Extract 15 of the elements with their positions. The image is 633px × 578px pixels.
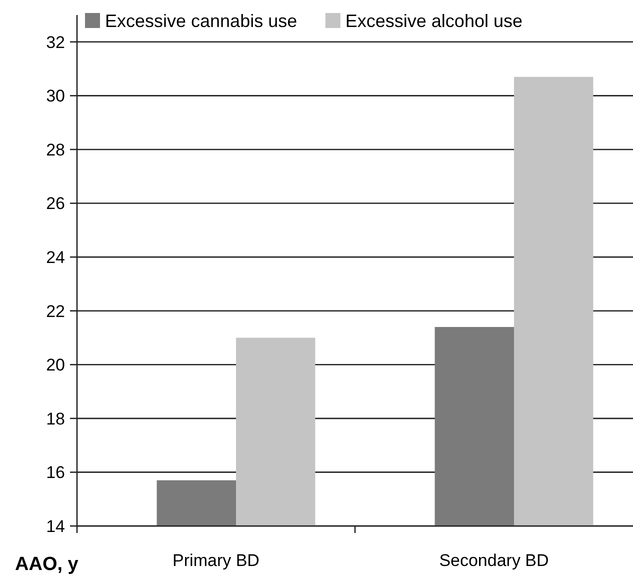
y-tick-label: 20 <box>46 356 65 375</box>
x-tick-label: Primary BD <box>172 551 260 570</box>
y-axis-title: AAO, y <box>15 554 79 575</box>
y-tick-label: 22 <box>46 302 65 321</box>
y-tick-label: 16 <box>46 463 65 482</box>
y-tick-label: 14 <box>46 516 65 536</box>
y-tick-label: 28 <box>46 140 65 160</box>
y-tick-label: 24 <box>46 248 65 268</box>
y-tick-label: 26 <box>46 194 65 214</box>
y-tick-label: 18 <box>46 409 65 428</box>
legend-label: Excessive alcohol use <box>345 11 522 31</box>
x-tick-label: Secondary BD <box>439 551 549 570</box>
y-tick-label: 32 <box>46 32 65 52</box>
legend-label: Excessive cannabis use <box>105 11 298 31</box>
y-tick-label: 30 <box>46 86 65 106</box>
